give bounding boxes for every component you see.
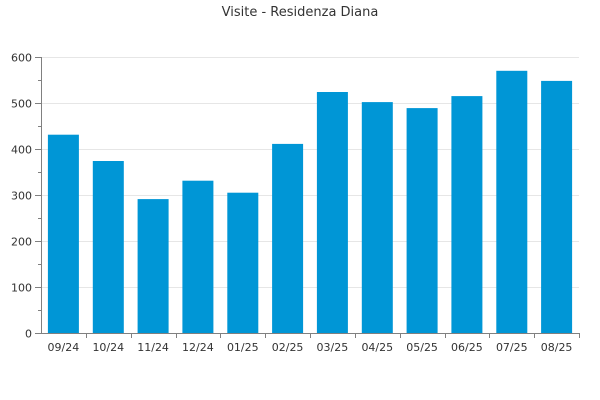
y-tick-label: 0 <box>25 328 32 341</box>
y-tick-labels: 0 100 200 300 400 500 600 <box>11 52 32 341</box>
y-tick-label: 100 <box>11 282 32 295</box>
x-tick-label: 09/24 <box>48 341 80 354</box>
x-tick-label: 11/24 <box>137 341 169 354</box>
y-tick-label: 600 <box>11 52 32 65</box>
bar <box>47 134 79 333</box>
bar <box>541 80 573 334</box>
bar <box>227 192 259 333</box>
x-tick-label: 03/25 <box>317 341 349 354</box>
bars <box>47 70 573 334</box>
y-tick-label: 300 <box>11 190 32 203</box>
y-tick-label: 500 <box>11 98 32 111</box>
bar <box>451 96 483 333</box>
x-tick-label: 02/25 <box>272 341 304 354</box>
axes <box>35 57 580 338</box>
x-tick-label: 10/24 <box>92 341 124 354</box>
bar <box>406 108 438 333</box>
x-tick-label: 12/24 <box>182 341 214 354</box>
y-tick-label: 400 <box>11 144 32 157</box>
bar <box>182 180 214 333</box>
bar <box>272 143 304 333</box>
x-tick-labels: 09/24 10/24 11/24 12/24 01/25 02/25 03/25 04/25… <box>48 341 573 354</box>
bar <box>92 161 124 333</box>
x-tick-label: 01/25 <box>227 341 259 354</box>
x-tick-label: 08/25 <box>541 341 573 354</box>
x-tick-label: 04/25 <box>361 341 393 354</box>
bar <box>361 102 393 333</box>
bar <box>496 70 528 334</box>
y-tick-label: 200 <box>11 236 32 249</box>
bar <box>137 199 169 333</box>
bar <box>316 92 348 333</box>
x-tick-label: 07/25 <box>496 341 528 354</box>
grid-lines <box>41 57 579 288</box>
x-tick-label: 06/25 <box>451 341 483 354</box>
x-tick-label: 05/25 <box>406 341 438 354</box>
chart-title: Visite - Residenza Diana <box>222 5 379 20</box>
